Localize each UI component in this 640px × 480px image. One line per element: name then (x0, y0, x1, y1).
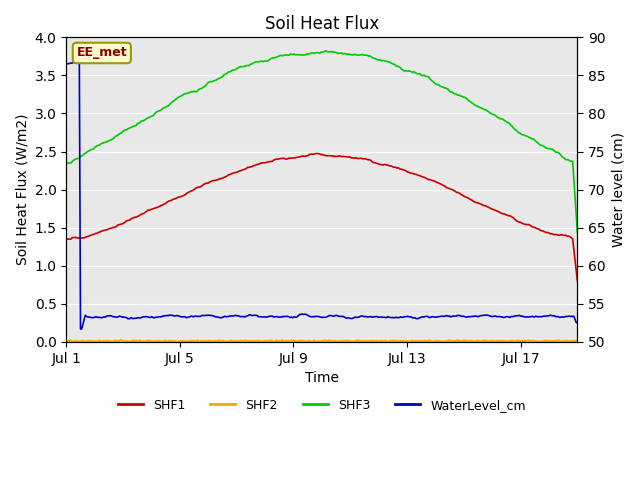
SHF3 (418, 72, 426, 78)
SHF2 (63, 338, 70, 344)
WaterLevel_cm (458, 313, 466, 319)
SHF1 (458, 192, 465, 197)
X-axis label: Time: Time (305, 371, 339, 385)
SHF2 (419, 339, 427, 345)
SHF3 (573, 230, 581, 236)
SHF2 (102, 338, 109, 344)
SHF3 (322, 48, 330, 54)
SHF3 (458, 93, 465, 99)
SHF3 (63, 160, 70, 166)
WaterLevel_cm (419, 314, 427, 320)
WaterLevel_cm (76, 59, 83, 65)
SHF2 (469, 339, 477, 345)
Legend: SHF1, SHF2, SHF3, WaterLevel_cm: SHF1, SHF2, SHF3, WaterLevel_cm (113, 394, 531, 417)
SHF1 (360, 156, 368, 162)
SHF2 (117, 337, 125, 343)
Line: SHF3: SHF3 (67, 51, 577, 233)
SHF3 (468, 100, 476, 106)
SHF1 (102, 228, 109, 233)
SHF1 (418, 174, 426, 180)
SHF1 (313, 151, 321, 156)
SHF1 (63, 236, 70, 242)
SHF3 (360, 52, 368, 58)
Title: Soil Heat Flux: Soil Heat Flux (265, 15, 379, 33)
Line: SHF1: SHF1 (67, 154, 577, 281)
SHF1 (468, 197, 476, 203)
SHF2 (573, 337, 581, 343)
WaterLevel_cm (63, 61, 70, 67)
Text: EE_met: EE_met (77, 47, 127, 60)
WaterLevel_cm (533, 314, 541, 320)
SHF2 (221, 339, 229, 345)
SHF2 (458, 338, 466, 344)
WaterLevel_cm (469, 313, 477, 319)
Line: SHF2: SHF2 (67, 340, 577, 342)
SHF1 (532, 225, 540, 231)
WaterLevel_cm (573, 320, 581, 326)
WaterLevel_cm (104, 313, 111, 319)
Y-axis label: Soil Heat Flux (W/m2): Soil Heat Flux (W/m2) (15, 114, 29, 265)
SHF2 (362, 339, 369, 345)
SHF1 (573, 278, 581, 284)
SHF3 (102, 139, 109, 145)
Y-axis label: Water level (cm): Water level (cm) (611, 132, 625, 247)
Line: WaterLevel_cm: WaterLevel_cm (67, 62, 577, 329)
SHF2 (533, 338, 541, 344)
SHF3 (532, 138, 540, 144)
WaterLevel_cm (77, 326, 84, 332)
WaterLevel_cm (362, 313, 369, 319)
